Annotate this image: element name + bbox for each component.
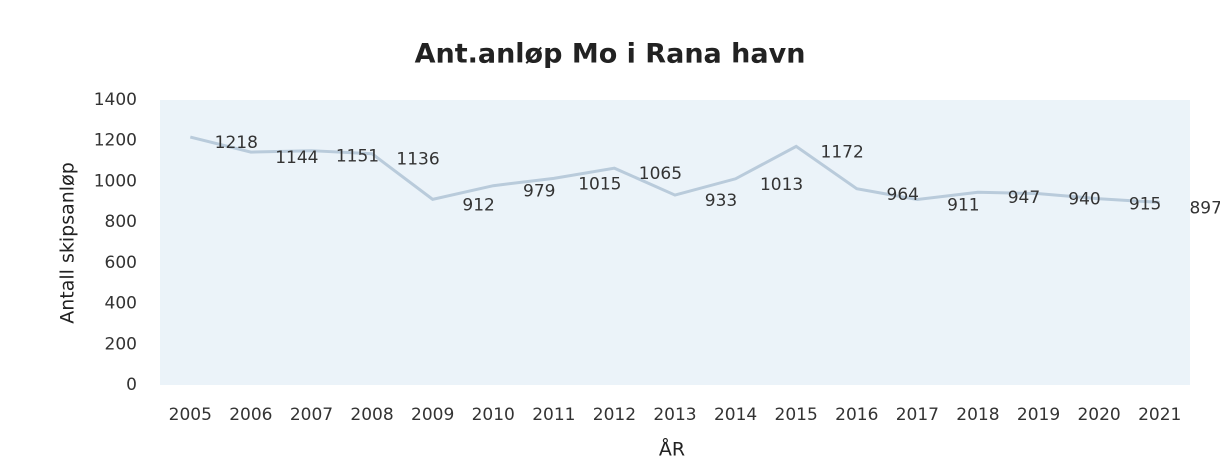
data-label: 1218 xyxy=(215,133,258,153)
x-tick-label: 2011 xyxy=(532,405,575,425)
y-tick-label: 600 xyxy=(105,253,137,273)
y-axis-title: Antall skipsanløp xyxy=(57,162,79,324)
y-tick-label: 1000 xyxy=(94,171,137,191)
x-tick-label: 2020 xyxy=(1077,405,1120,425)
data-label: 1136 xyxy=(396,150,439,170)
data-label: 1065 xyxy=(639,164,682,184)
data-label: 933 xyxy=(705,191,737,211)
x-tick-label: 2012 xyxy=(593,405,636,425)
y-tick-label: 0 xyxy=(126,375,137,395)
y-tick-label: 200 xyxy=(105,334,137,354)
x-tick-label: 2009 xyxy=(411,405,454,425)
data-label: 915 xyxy=(1129,195,1161,215)
x-tick-label: 2017 xyxy=(896,405,939,425)
data-label: 911 xyxy=(947,196,979,216)
data-label: 1013 xyxy=(760,175,803,195)
data-line xyxy=(189,135,1160,204)
x-tick-label: 2008 xyxy=(350,405,393,425)
y-tick-label: 400 xyxy=(105,294,137,314)
plot-area xyxy=(160,100,1190,385)
x-tick-label: 2013 xyxy=(653,405,696,425)
data-label: 1015 xyxy=(578,174,621,194)
x-axis-title: ÅR xyxy=(659,438,685,461)
chart-title: Ant.anløp Mo i Rana havn xyxy=(415,39,806,70)
x-tick-label: 2014 xyxy=(714,405,757,425)
data-label: 912 xyxy=(462,195,494,215)
data-label: 897 xyxy=(1189,198,1220,218)
x-tick-label: 2006 xyxy=(229,405,272,425)
x-tick-label: 2016 xyxy=(835,405,878,425)
x-tick-label: 2021 xyxy=(1138,405,1181,425)
data-label: 1172 xyxy=(821,142,864,162)
data-label: 979 xyxy=(523,182,555,202)
x-tick-label: 2018 xyxy=(956,405,999,425)
y-tick-label: 1200 xyxy=(94,131,137,151)
x-tick-label: 2015 xyxy=(775,405,818,425)
y-tick-label: 1400 xyxy=(94,90,137,110)
data-label: 940 xyxy=(1068,190,1100,210)
x-tick-label: 2005 xyxy=(169,405,212,425)
data-label: 964 xyxy=(887,185,919,205)
x-tick-label: 2019 xyxy=(1017,405,1060,425)
x-tick-label: 2007 xyxy=(290,405,333,425)
x-tick-label: 2010 xyxy=(472,405,515,425)
data-label: 1151 xyxy=(336,147,379,167)
data-label: 947 xyxy=(1008,188,1040,208)
data-label: 1144 xyxy=(275,148,318,168)
y-tick-label: 800 xyxy=(105,212,137,232)
